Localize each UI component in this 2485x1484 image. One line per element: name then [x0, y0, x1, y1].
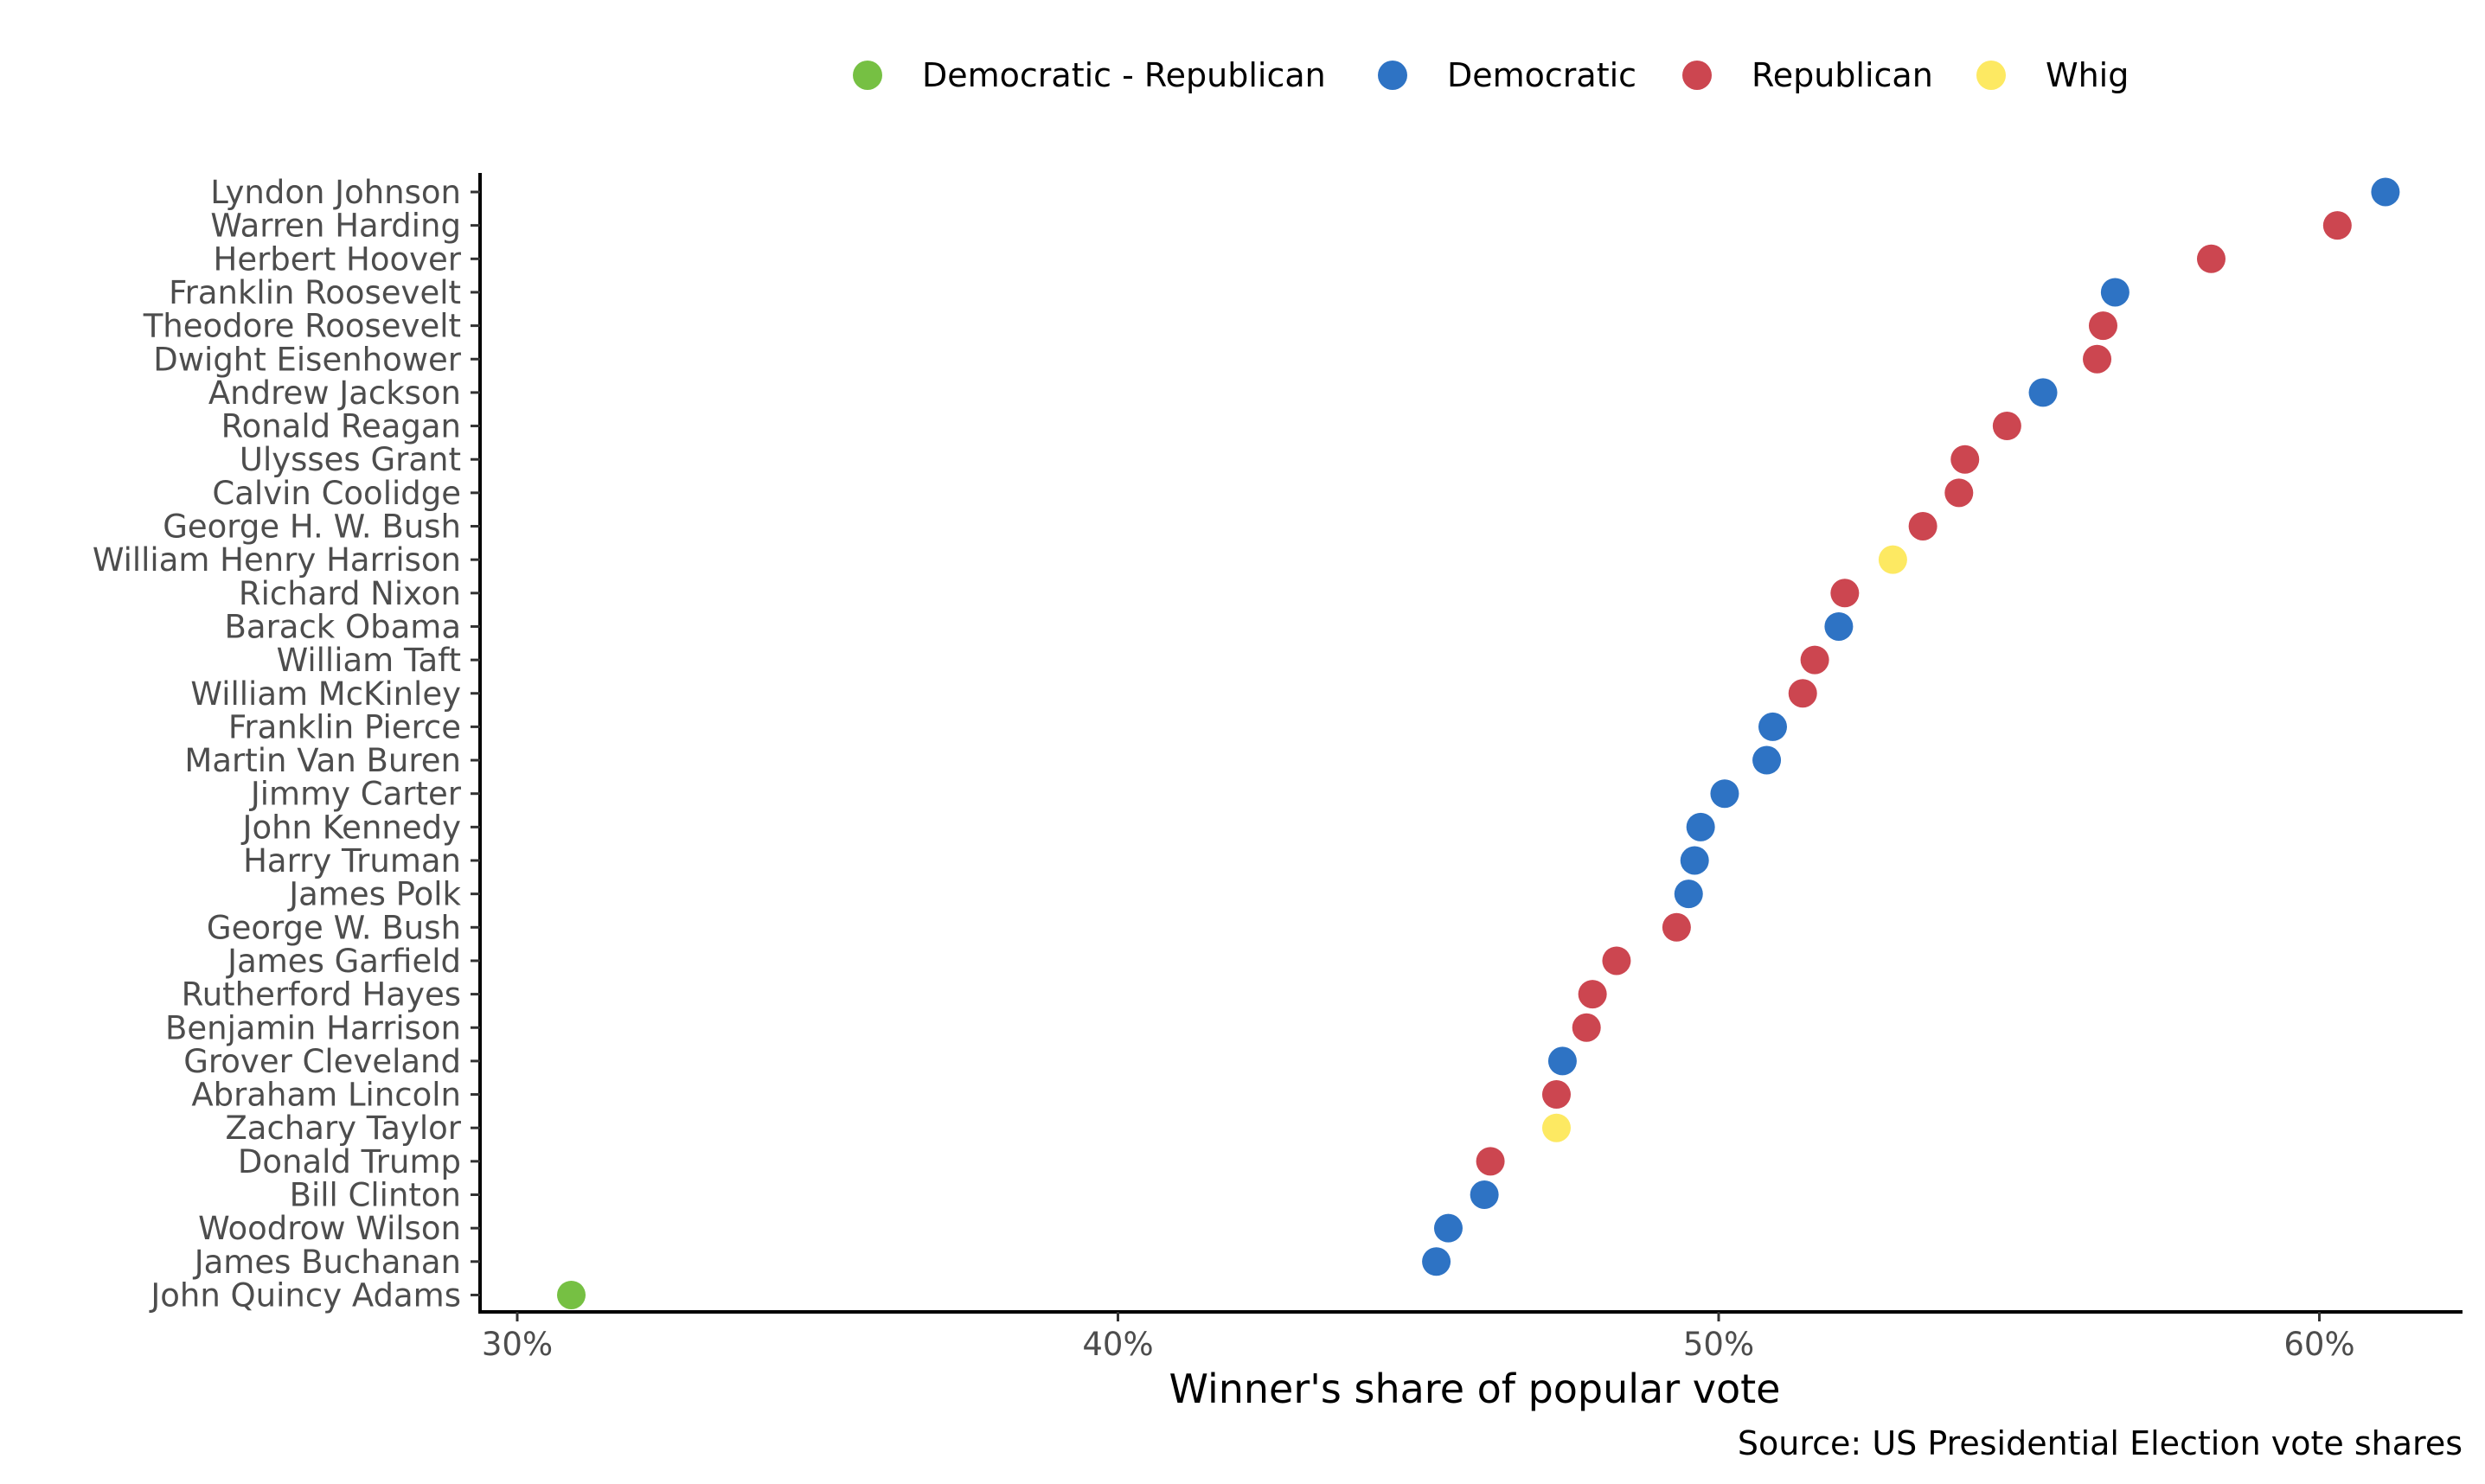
y-tick-label: Harry Truman: [243, 842, 461, 880]
data-point: [1944, 478, 1974, 508]
y-tick-label: Herbert Hoover: [214, 240, 462, 278]
data-point: [1686, 812, 1715, 841]
y-tick-label: James Garfield: [226, 943, 461, 980]
data-point: [1541, 1080, 1571, 1110]
data-point: [1992, 412, 2021, 441]
y-tick-label: George W. Bush: [207, 909, 461, 946]
y-tick-label: Andrew Jackson: [208, 374, 461, 412]
legend: Democratic - Republican Democratic Republi…: [853, 56, 2129, 94]
data-point: [1470, 1180, 1499, 1209]
y-tick-label: James Buchanan: [193, 1244, 461, 1281]
data-point: [1788, 679, 1817, 708]
data-point: [1878, 545, 1907, 574]
data-point: [1752, 745, 1782, 775]
x-tick-label: 60%: [2283, 1326, 2354, 1363]
data-point: [1572, 1013, 1601, 1042]
data-point: [2371, 177, 2400, 207]
y-tick-label: Calvin Coolidge: [212, 475, 461, 512]
data-point: [557, 1280, 586, 1309]
legend-swatch: [1976, 61, 2006, 90]
legend-swatch: [1378, 61, 1407, 90]
data-point: [1476, 1147, 1505, 1176]
data-point: [1547, 1046, 1577, 1076]
y-tick-label: Franklin Pierce: [228, 708, 461, 745]
data-point: [1602, 946, 1631, 975]
points-layer: [557, 177, 2400, 1309]
y-tick-label: Ulysses Grant: [240, 441, 461, 478]
data-point: [1662, 912, 1691, 942]
x-tick-label: 40%: [1082, 1326, 1153, 1363]
y-tick-label: William Taft: [277, 642, 461, 679]
y-tick-label: Zachary Taylor: [225, 1110, 461, 1147]
data-point: [1758, 712, 1788, 741]
y-tick-label: Richard Nixon: [239, 575, 461, 612]
y-tick-label: Martin Van Buren: [184, 742, 461, 779]
y-tick-label: Theodore Roosevelt: [143, 308, 461, 345]
y-tick-label: William Henry Harrison: [93, 541, 461, 579]
y-tick-label: Benjamin Harrison: [165, 1009, 461, 1046]
y-tick-label: Donald Trump: [238, 1143, 461, 1180]
y-tick-label: Barack Obama: [225, 608, 461, 645]
data-point: [2083, 344, 2112, 374]
y-tick-label: George H. W. Bush: [163, 509, 461, 546]
y-tick-label: Bill Clinton: [290, 1177, 461, 1214]
data-point: [1950, 445, 1980, 474]
data-point: [1824, 611, 1854, 641]
data-point: [1830, 579, 1860, 608]
data-point: [1674, 880, 1703, 909]
y-tick-label: Warren Harding: [210, 208, 461, 245]
data-point: [1680, 846, 1709, 875]
legend-label: Republican: [1752, 56, 1933, 94]
data-point: [2088, 311, 2117, 341]
y-tick-label: John Quincy Adams: [149, 1276, 461, 1314]
y-tick-label: Jimmy Carter: [249, 776, 462, 813]
data-point: [2322, 211, 2352, 240]
y-tick-label: Lyndon Johnson: [210, 174, 461, 211]
y-tick-label: Franklin Roosevelt: [169, 274, 461, 311]
data-point: [1800, 645, 1829, 675]
data-point: [2100, 278, 2130, 307]
y-tick-label: Woodrow Wilson: [198, 1210, 461, 1247]
x-tick-label: 50%: [1683, 1326, 1754, 1363]
data-point: [1433, 1213, 1463, 1243]
data-point: [2028, 378, 2058, 407]
legend-label: Democratic: [1447, 56, 1636, 94]
legend-label: Democratic - Republican: [922, 56, 1326, 94]
y-tick-label: Grover Cleveland: [183, 1043, 461, 1080]
legend-swatch: [1682, 61, 1712, 90]
y-tick-label: Dwight Eisenhower: [153, 341, 461, 378]
source-caption: Source: US Presidential Election vote sh…: [1738, 1424, 2463, 1462]
data-point: [2196, 244, 2226, 273]
y-tick-label: Ronald Reagan: [221, 408, 461, 445]
data-point: [1422, 1247, 1451, 1276]
data-point: [1710, 779, 1739, 809]
y-tick-label: Rutherford Hayes: [182, 976, 461, 1014]
legend-label: Whig: [2046, 56, 2129, 94]
y-tick-label: William McKinley: [190, 675, 461, 713]
legend-swatch: [853, 61, 882, 90]
x-tick-label: 30%: [482, 1326, 553, 1363]
y-tick-label: James Polk: [287, 876, 461, 913]
y-tick-label: Abraham Lincoln: [191, 1077, 461, 1114]
x-axis-label: Winner's share of popular vote: [1169, 1366, 1780, 1412]
x-axis: 30% 40% 50% 60%: [478, 1310, 2463, 1363]
y-tick-label: John Kennedy: [241, 809, 461, 846]
data-point: [1578, 980, 1607, 1009]
data-point: [1908, 512, 1937, 541]
data-point: [1541, 1113, 1571, 1142]
